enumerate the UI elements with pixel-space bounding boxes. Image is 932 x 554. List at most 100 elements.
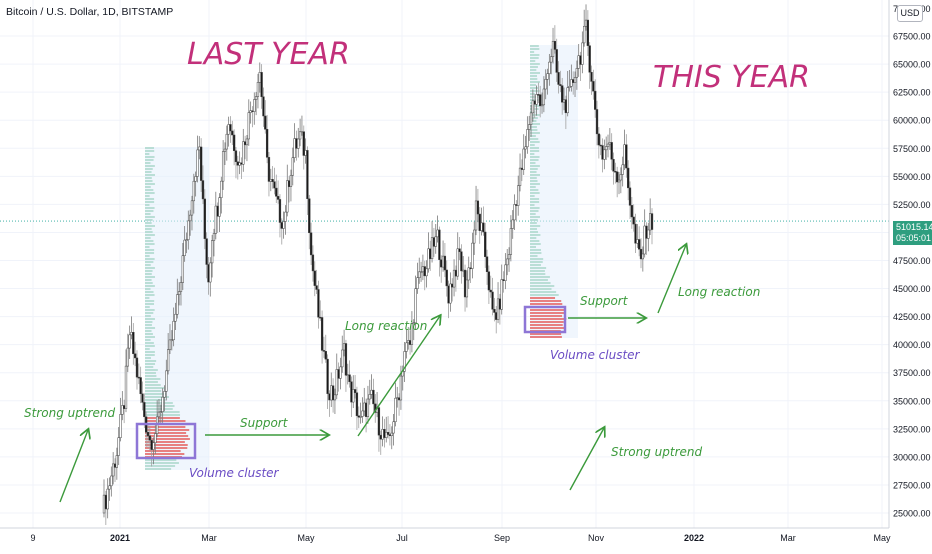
candle-body	[110, 475, 113, 487]
y-tick-label: 25000.00	[893, 509, 931, 519]
volume-profile-2021-bar	[145, 255, 150, 257]
volume-cluster-label-2: Volume cluster	[550, 348, 641, 362]
volume-profile-2021-sep-bar	[530, 174, 540, 176]
candle-body	[412, 322, 415, 325]
y-tick-label: 57500.00	[893, 144, 931, 154]
candle-body	[533, 100, 536, 105]
volume-profile-2021-bar	[145, 288, 151, 290]
candle-body	[132, 332, 135, 355]
candle-body	[249, 110, 252, 113]
volume-profile-2021-bar	[145, 393, 167, 395]
volume-profile-2021-sep-bar	[530, 318, 567, 320]
volume-profile-2021-sep-bar	[530, 81, 540, 83]
candle-body	[559, 84, 562, 86]
volume-profile-2021-sep-bar	[530, 297, 556, 299]
candle-body	[330, 385, 333, 401]
candle-body	[192, 180, 195, 202]
volume-profile-2021-sep-bar	[530, 192, 540, 194]
candle-body	[647, 229, 650, 239]
candle-body	[141, 393, 144, 403]
candle-body	[157, 411, 161, 418]
volume-profile-2021-bar	[145, 468, 172, 470]
volume-profile-2021-sep-bar	[530, 147, 539, 149]
volume-profile-2021-sep-bar	[530, 213, 536, 215]
volume-profile-2021-sep-bar	[530, 90, 540, 92]
candle-body	[627, 167, 630, 189]
volume-profile-2021-bar	[145, 312, 154, 314]
volume-profile-2021-bar	[145, 165, 155, 167]
candle-body	[537, 94, 540, 96]
candle-body	[603, 149, 606, 160]
currency-button[interactable]: USD	[897, 5, 923, 22]
candle-body	[617, 179, 621, 183]
volume-profile-2021-bar	[145, 261, 154, 263]
candle-body	[608, 142, 611, 145]
this-year-label: THIS YEAR	[653, 60, 810, 95]
volume-profile-2021-sep-bar	[530, 222, 537, 224]
candle-body	[335, 369, 338, 396]
y-tick-label: 52500.00	[893, 200, 931, 210]
volume-profile-2021-bar	[145, 315, 151, 317]
candle-body	[364, 402, 368, 417]
volume-profile-2021-sep-bar	[530, 243, 541, 245]
candle-body	[273, 181, 276, 189]
volume-profile-2021-sep-bar	[530, 225, 541, 227]
volume-profile-2021-bar	[145, 321, 153, 323]
support-label-2: Support	[580, 294, 629, 308]
volume-profile-2021-bar	[145, 258, 155, 260]
volume-profile-2021-sep-bar	[530, 69, 537, 71]
candle-body	[366, 398, 370, 417]
candle-body	[253, 99, 256, 112]
candle-body	[469, 267, 472, 270]
candle-body	[113, 463, 117, 468]
candle-body	[636, 239, 639, 244]
volume-profile-2021-bar	[145, 246, 150, 248]
candle-body	[243, 141, 247, 146]
volume-profile-2021-bar	[145, 228, 152, 230]
candle-body	[539, 94, 542, 107]
support-label-1: Support	[240, 416, 289, 430]
volume-profile-2021-bar	[145, 435, 189, 437]
candle-body	[451, 283, 454, 288]
volume-profile-2021-sep-bar	[530, 54, 540, 56]
candle-body	[522, 148, 525, 170]
symbol-title[interactable]: Bitcoin / U.S. Dollar, 1D, BITSTAMP	[6, 6, 174, 18]
volume-profile-2021-sep-bar	[530, 237, 537, 239]
volume-profile-2021-bar	[145, 390, 162, 392]
volume-profile-2021-bar	[145, 210, 154, 212]
candle-body	[570, 79, 573, 87]
candle-body	[166, 349, 170, 372]
candle-body	[612, 159, 615, 172]
candle-body	[480, 222, 483, 231]
candle-body	[372, 389, 375, 405]
candle-body	[344, 343, 348, 376]
volume-profile-2021-sep-bar	[530, 285, 555, 287]
candle-body	[509, 228, 513, 255]
volume-profile-2021-bar	[145, 252, 155, 254]
volume-profile-2021-bar	[145, 192, 155, 194]
candle-body	[379, 434, 382, 440]
candle-body	[331, 385, 335, 401]
volume-profile-2021-bar	[145, 366, 154, 368]
candle-body	[106, 488, 109, 510]
candle-body	[526, 129, 529, 148]
volume-profile-2021-bar	[145, 444, 188, 446]
candle-body	[506, 258, 509, 266]
candle-body	[278, 199, 282, 223]
candle-body	[436, 229, 439, 238]
y-tick-label: 32500.00	[893, 424, 931, 434]
candle-body	[517, 185, 520, 206]
volume-profile-2021-bar	[145, 345, 155, 347]
x-tick-label: Sep	[494, 533, 510, 543]
candle-body	[515, 204, 518, 206]
candle-body	[126, 347, 129, 367]
candle-body	[397, 397, 401, 401]
candle-body	[594, 90, 597, 110]
volume-profile-2021-bar	[145, 153, 150, 155]
volume-profile-2021-sep-bar	[530, 261, 543, 263]
volume-profile-2021-bar	[145, 291, 154, 293]
volume-profile-2021-sep-bar	[530, 315, 563, 317]
volume-profile-2021-sep-bar	[530, 153, 535, 155]
